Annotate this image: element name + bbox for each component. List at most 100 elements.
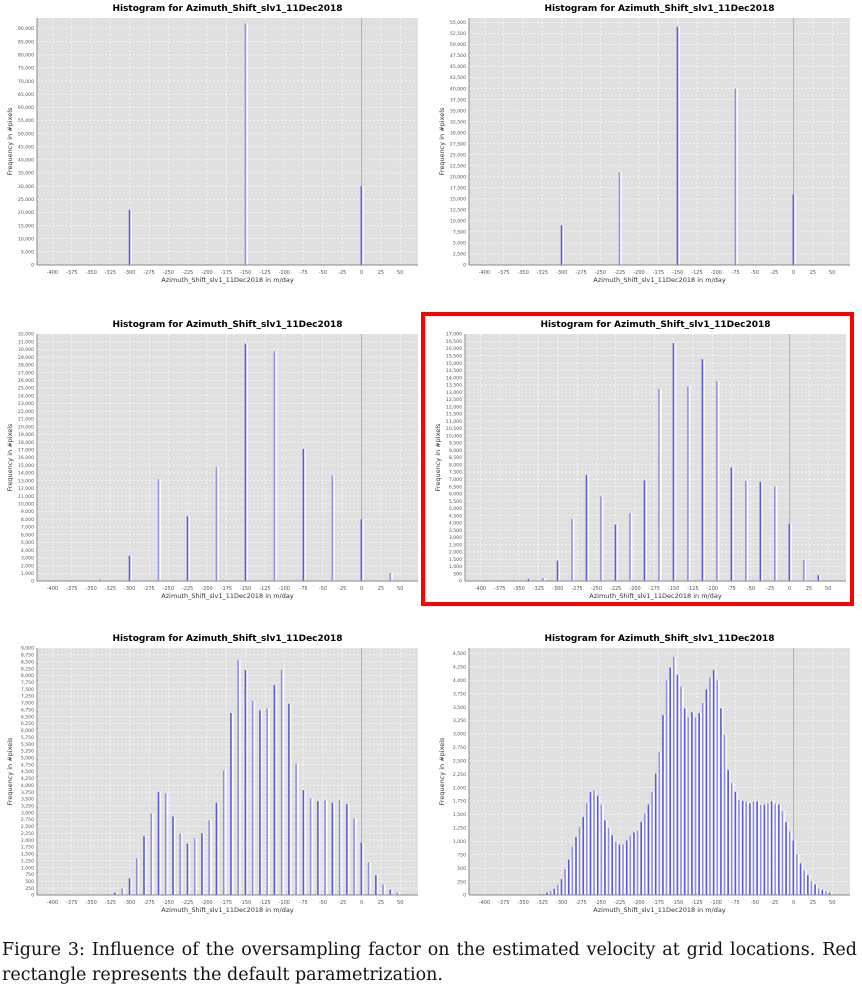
x-tick-label: 0	[360, 270, 363, 276]
histogram-bar	[683, 708, 686, 895]
bar-highlight	[666, 680, 669, 895]
y-tick-label: 16,000	[18, 455, 34, 461]
bar-highlight	[586, 474, 589, 581]
bar-highlight	[637, 830, 641, 895]
bar-highlight	[818, 575, 821, 581]
y-tick-label: 50,000	[18, 131, 34, 137]
chart-title: Histogram for Azimuth_Shift_slv1_11Dec20…	[544, 634, 774, 644]
x-tick-label: -400	[47, 900, 58, 906]
histogram-bar	[114, 892, 116, 895]
bar-highlight	[514, 579, 517, 581]
y-tick-label: 13,500	[446, 383, 462, 389]
x-tick-label: 25	[378, 270, 384, 276]
y-tick-label: 3,000	[21, 556, 34, 562]
y-tick-label: 5,250	[21, 749, 34, 755]
histogram-bar	[658, 752, 661, 895]
y-tick-label: 15,000	[18, 463, 34, 469]
bar-highlight	[691, 712, 695, 895]
histogram-panel-3: Histogram for Azimuth_Shift_slv1_11Dec20…	[0, 316, 420, 606]
y-tick-label: 12,500	[446, 397, 462, 403]
bar-highlight	[303, 790, 306, 895]
x-tick-label: -25	[338, 900, 346, 906]
y-tick-label: 1,250	[453, 826, 466, 832]
histogram-bar	[571, 846, 574, 895]
bar-highlight	[303, 449, 306, 581]
histogram-bar	[556, 560, 559, 581]
x-tick-label: -100	[279, 900, 290, 906]
histogram-bar	[673, 657, 675, 895]
histogram-bar	[208, 820, 211, 895]
histogram-panel-4: Histogram for Azimuth_Shift_slv1_11Dec20…	[428, 316, 848, 606]
y-tick-label: 20,000	[18, 424, 34, 430]
bar-highlight	[288, 703, 292, 895]
histogram-bar	[331, 475, 334, 581]
x-tick-label: -325	[533, 586, 544, 592]
histogram-bar	[796, 854, 798, 895]
histogram-bar	[604, 820, 606, 895]
y-tick-label: 14,000	[446, 375, 462, 381]
x-tick-label: -150	[240, 270, 251, 276]
x-tick-label: -75	[732, 270, 740, 276]
histogram-bar	[309, 798, 312, 895]
y-tick-label: 17,500	[450, 186, 466, 192]
bar-highlight	[187, 843, 190, 895]
bar-highlight	[764, 804, 767, 895]
bar-highlight	[807, 875, 811, 895]
histogram-bar	[662, 715, 664, 895]
bar-highlight	[346, 804, 350, 895]
bar-highlight	[608, 827, 612, 895]
y-tick-label: 10,000	[446, 433, 462, 439]
x-tick-label: -175	[221, 586, 232, 592]
histogram-bar	[607, 827, 610, 895]
histogram-bar	[128, 555, 131, 581]
y-tick-label: 35,000	[18, 171, 34, 177]
x-tick-label: -125	[691, 900, 702, 906]
y-tick-label: 15,000	[18, 223, 34, 229]
x-tick-label: -25	[338, 586, 346, 592]
histogram-bar	[589, 792, 592, 895]
x-tick-label: -175	[221, 270, 232, 276]
bar-highlight	[822, 889, 825, 895]
y-tick-label: 12,000	[446, 404, 462, 410]
histogram-bar	[121, 888, 124, 895]
y-tick-label: 3,500	[449, 528, 462, 534]
y-tick-label: 3,000	[449, 535, 462, 541]
bar-highlight	[662, 715, 666, 895]
y-tick-label: 3,500	[21, 797, 34, 803]
bar-highlight	[557, 560, 560, 581]
histogram-bar	[546, 892, 548, 895]
histogram-bar	[201, 833, 203, 895]
histogram-bar	[654, 773, 657, 895]
x-tick-label: -275	[143, 900, 154, 906]
y-tick-label: 17,000	[446, 332, 462, 338]
x-tick-label: -275	[575, 270, 586, 276]
histogram-bar	[636, 830, 639, 895]
bar-highlight	[793, 194, 796, 265]
bar-highlight	[774, 486, 778, 581]
y-tick-label: 15,000	[450, 197, 466, 203]
bar-highlight	[619, 844, 622, 895]
bar-highlight	[187, 516, 190, 581]
x-tick-label: 0	[792, 900, 795, 906]
bar-highlight	[310, 798, 314, 895]
histogram-bar	[643, 480, 646, 581]
y-tick-label: 5,000	[21, 540, 34, 546]
y-tick-label: 8,000	[449, 462, 462, 468]
bar-highlight	[742, 800, 746, 895]
x-tick-label: -200	[629, 586, 640, 592]
bar-highlight	[746, 801, 749, 895]
histogram-bar	[676, 674, 679, 895]
y-tick-label: 16,000	[446, 346, 462, 352]
x-tick-label: -150	[240, 586, 251, 592]
x-tick-label: -325	[105, 900, 116, 906]
y-tick-label: 12,500	[450, 208, 466, 214]
histogram-bar	[665, 680, 668, 895]
y-tick-label: 22,500	[450, 163, 466, 169]
x-tick-label: -400	[47, 586, 58, 592]
y-tick-label: 5,500	[449, 499, 462, 505]
bar-highlight	[252, 700, 256, 895]
bar-highlight	[735, 88, 738, 265]
bar-highlight	[397, 892, 401, 895]
histogram-bar	[331, 802, 334, 895]
y-tick-label: 1,500	[453, 812, 466, 818]
